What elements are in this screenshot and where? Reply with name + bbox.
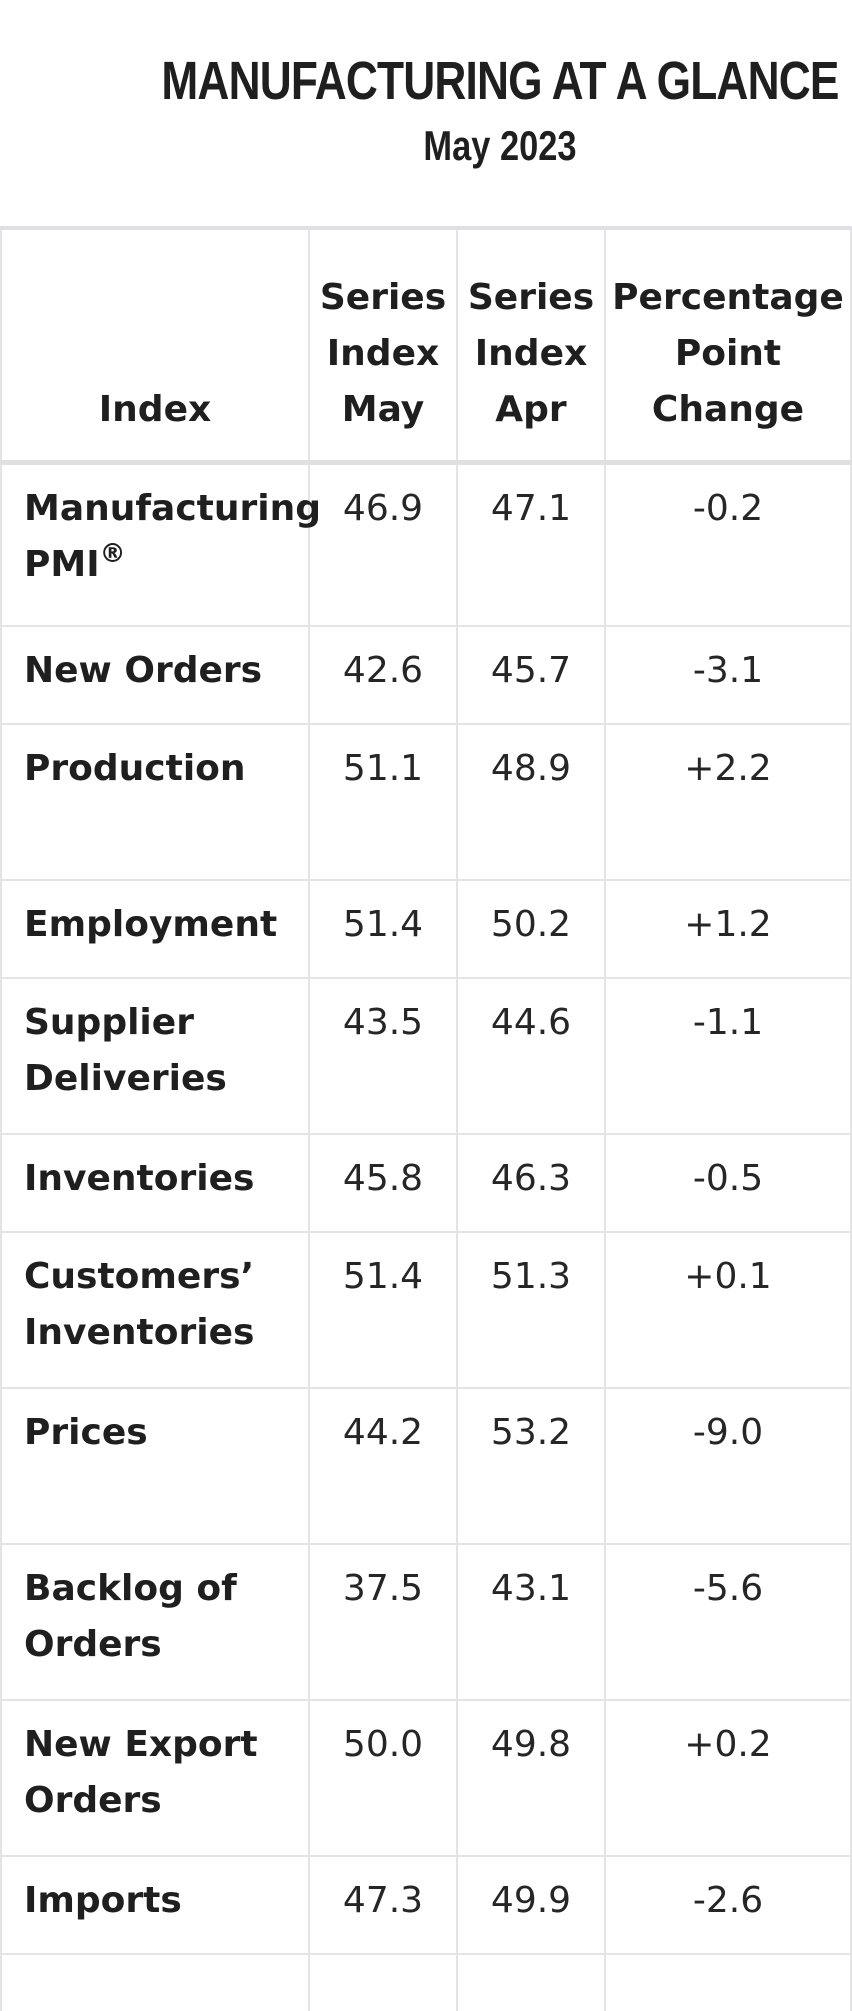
table-header-row: Index Series Index May Series Index Apr … bbox=[0, 226, 852, 465]
row-name-cell: Imports bbox=[0, 1855, 310, 1955]
partial-cell bbox=[0, 1953, 310, 2011]
column-header-change: Percentage Point Change bbox=[604, 226, 852, 465]
apr-value-cell: 49.9 bbox=[456, 1855, 606, 1955]
column-header-apr: Series Index Apr bbox=[456, 226, 606, 465]
change-value-cell: +0.2 bbox=[604, 1699, 852, 1857]
registered-mark: ® bbox=[99, 539, 126, 569]
change-value-cell: -2.6 bbox=[604, 1855, 852, 1955]
row-name-cell: New Export Orders bbox=[0, 1699, 310, 1857]
row-name-cell: Supplier Deliveries bbox=[0, 977, 310, 1135]
table-row: Customers’ Inventories 51.4 51.3 +0.1 bbox=[0, 1231, 852, 1389]
page-subtitle: May 2023 bbox=[423, 122, 577, 169]
table-row: Manufacturing PMI® 46.9 47.1 -0.2 bbox=[0, 461, 852, 627]
row-name-cell: Production bbox=[0, 723, 310, 881]
column-header-index: Index bbox=[0, 226, 310, 465]
column-header-apr-line: Apr bbox=[495, 389, 567, 430]
partial-cell bbox=[308, 1953, 458, 2011]
may-value-cell: 51.1 bbox=[308, 723, 458, 881]
change-value-cell: -0.5 bbox=[604, 1133, 852, 1233]
table-row: Supplier Deliveries 43.5 44.6 -1.1 bbox=[0, 977, 852, 1135]
page-header: MANUFACTURING AT A GLANCE May 2023 bbox=[0, 0, 852, 226]
row-name-cell: Prices bbox=[0, 1387, 310, 1545]
change-value-cell: -1.1 bbox=[604, 977, 852, 1135]
apr-value-cell: 48.9 bbox=[456, 723, 606, 881]
change-value-cell: +0.1 bbox=[604, 1231, 852, 1389]
row-name: Manufacturing PMI bbox=[24, 488, 321, 585]
partial-cell bbox=[456, 1953, 606, 2011]
column-header-may-line: Series bbox=[319, 277, 447, 318]
column-header-change-line: Point bbox=[674, 333, 782, 374]
change-value-cell: -3.1 bbox=[604, 625, 852, 725]
manufacturing-table: Index Series Index May Series Index Apr … bbox=[0, 226, 852, 2011]
table-row: New Orders 42.6 45.7 -3.1 bbox=[0, 625, 852, 725]
change-value-cell: +2.2 bbox=[604, 723, 852, 881]
change-value-cell: -9.0 bbox=[604, 1387, 852, 1545]
may-value-cell: 46.9 bbox=[308, 461, 458, 627]
apr-value-cell: 43.1 bbox=[456, 1543, 606, 1701]
apr-value-cell: 44.6 bbox=[456, 977, 606, 1135]
table-row-partial bbox=[0, 1953, 852, 2011]
column-header-may-line: May bbox=[341, 389, 425, 430]
column-header-apr-line: Series bbox=[467, 277, 595, 318]
table-row: Imports 47.3 49.9 -2.6 bbox=[0, 1855, 852, 1955]
apr-value-cell: 47.1 bbox=[456, 461, 606, 627]
column-header-change-line: Change bbox=[651, 389, 805, 430]
apr-value-cell: 50.2 bbox=[456, 879, 606, 979]
apr-value-cell: 53.2 bbox=[456, 1387, 606, 1545]
table-row: Inventories 45.8 46.3 -0.5 bbox=[0, 1133, 852, 1233]
partial-cell bbox=[604, 1953, 852, 2011]
may-value-cell: 42.6 bbox=[308, 625, 458, 725]
may-value-cell: 37.5 bbox=[308, 1543, 458, 1701]
table-row: Prices 44.2 53.2 -9.0 bbox=[0, 1387, 852, 1545]
change-value-cell: +1.2 bbox=[604, 879, 852, 979]
table-row: Employment 51.4 50.2 +1.2 bbox=[0, 879, 852, 979]
change-value-cell: -5.6 bbox=[604, 1543, 852, 1701]
column-header-apr-line: Index bbox=[474, 333, 588, 374]
may-value-cell: 44.2 bbox=[308, 1387, 458, 1545]
row-name-cell: New Orders bbox=[0, 625, 310, 725]
column-header-change-line: Percentage bbox=[612, 277, 844, 318]
row-name-cell: Customers’ Inventories bbox=[0, 1231, 310, 1389]
table-row: Production 51.1 48.9 +2.2 bbox=[0, 723, 852, 881]
change-value-cell: -0.2 bbox=[604, 461, 852, 627]
table-row: Backlog of Orders 37.5 43.1 -5.6 bbox=[0, 1543, 852, 1701]
apr-value-cell: 51.3 bbox=[456, 1231, 606, 1389]
apr-value-cell: 46.3 bbox=[456, 1133, 606, 1233]
row-name-cell: Inventories bbox=[0, 1133, 310, 1233]
may-value-cell: 50.0 bbox=[308, 1699, 458, 1857]
may-value-cell: 47.3 bbox=[308, 1855, 458, 1955]
apr-value-cell: 49.8 bbox=[456, 1699, 606, 1857]
table-row: New Export Orders 50.0 49.8 +0.2 bbox=[0, 1699, 852, 1857]
may-value-cell: 51.4 bbox=[308, 879, 458, 979]
row-name-cell: Backlog of Orders bbox=[0, 1543, 310, 1701]
row-name-cell: Employment bbox=[0, 879, 310, 979]
may-value-cell: 45.8 bbox=[308, 1133, 458, 1233]
manufacturing-table-container: Index Series Index May Series Index Apr … bbox=[0, 226, 852, 2011]
column-header-may: Series Index May bbox=[308, 226, 458, 465]
column-header-may-line: Index bbox=[326, 333, 440, 374]
column-header-index-label: Index bbox=[98, 389, 212, 430]
may-value-cell: 43.5 bbox=[308, 977, 458, 1135]
row-name-cell: Manufacturing PMI® bbox=[0, 461, 321, 627]
page-title: MANUFACTURING AT A GLANCE bbox=[161, 51, 839, 111]
apr-value-cell: 45.7 bbox=[456, 625, 606, 725]
may-value-cell: 51.4 bbox=[308, 1231, 458, 1389]
